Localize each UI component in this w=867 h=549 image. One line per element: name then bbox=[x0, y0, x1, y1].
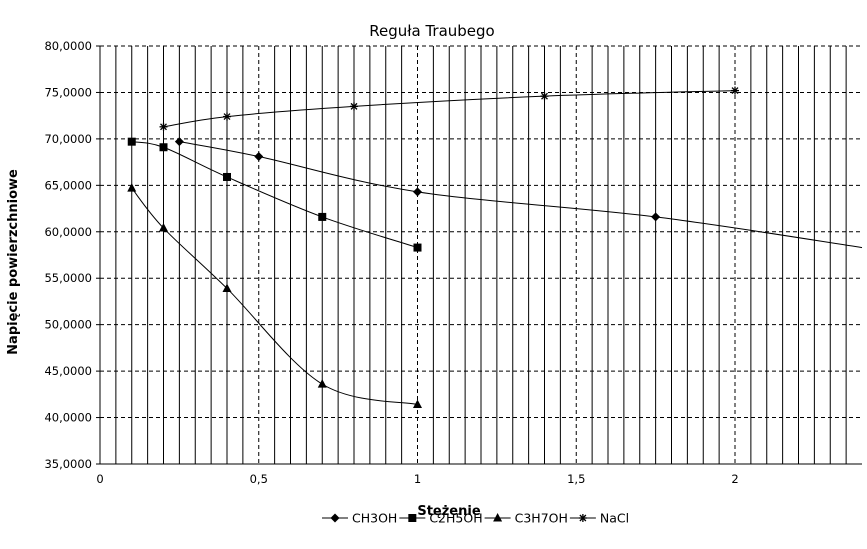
series-line-nacl bbox=[163, 90, 736, 128]
series-nacl bbox=[159, 86, 739, 131]
data-point-nacl bbox=[731, 86, 739, 95]
tick-labels: 35,0000 40,0000 45,0000 50,0000 55,0000 60,00… bbox=[44, 39, 738, 486]
x-tick-label: 1 bbox=[414, 472, 421, 486]
legend-label-c2h5oh: C2H5OH bbox=[429, 511, 482, 526]
legend-marker-ch3oh bbox=[330, 513, 340, 523]
data-point-nacl bbox=[350, 102, 358, 111]
y-tick-label: 75,0000 bbox=[44, 85, 92, 99]
legend: CH3OH C2H5OH C3H7OH NaCl bbox=[322, 511, 629, 526]
y-tick-label: 35,0000 bbox=[44, 457, 92, 471]
data-point-c2h5oh bbox=[159, 143, 168, 152]
data-point-c3h7oh bbox=[159, 223, 168, 232]
data-point-nacl bbox=[540, 92, 549, 101]
data-point-c3h7oh bbox=[413, 399, 422, 409]
legend-item-c3h7oh: C3H7OH bbox=[484, 511, 568, 526]
legend-item-c2h5oh: C2H5OH bbox=[399, 511, 483, 526]
y-tick-label: 60,0000 bbox=[44, 225, 92, 239]
data-point-c3h7oh bbox=[317, 379, 327, 388]
axes bbox=[99, 45, 862, 465]
series-line-c2h5oh bbox=[131, 141, 418, 249]
legend-marker-c2h5oh bbox=[408, 514, 417, 522]
y-tick-label: 40,0000 bbox=[44, 411, 92, 425]
data-point-c3h7oh bbox=[222, 283, 232, 292]
data-point-nacl bbox=[223, 112, 231, 121]
series-ch3oh bbox=[174, 137, 863, 249]
data-point-c2h5oh bbox=[223, 172, 231, 181]
chart-title: Reguła Traubego bbox=[369, 22, 495, 40]
legend-marker-c3h7oh bbox=[493, 513, 503, 522]
data-point-ch3oh bbox=[413, 187, 422, 197]
legend-label-nacl: NaCl bbox=[600, 511, 629, 526]
x-tick-label: 0 bbox=[96, 472, 103, 486]
y-tick-label: 50,0000 bbox=[44, 318, 92, 332]
series-layer bbox=[127, 86, 863, 409]
grid-lines bbox=[100, 46, 862, 464]
y-tick-label: 80,0000 bbox=[44, 39, 92, 53]
legend-label-c3h7oh: C3H7OH bbox=[515, 511, 568, 526]
series-c3h7oh bbox=[127, 183, 422, 409]
data-point-ch3oh bbox=[254, 152, 264, 162]
x-tick-label: 0,5 bbox=[250, 472, 268, 486]
series-line-c3h7oh bbox=[131, 187, 418, 406]
data-point-ch3oh bbox=[174, 137, 184, 147]
y-axis-title: Napięcie powierzchniowe bbox=[6, 169, 21, 355]
x-tick-label: 2 bbox=[731, 472, 738, 486]
x-tick-label: 1,5 bbox=[567, 472, 585, 486]
data-point-c2h5oh bbox=[318, 212, 327, 221]
legend-label-ch3oh: CH3OH bbox=[352, 511, 397, 526]
y-tick-label: 55,0000 bbox=[44, 271, 92, 285]
data-point-ch3oh bbox=[651, 212, 661, 222]
y-tick-label: 45,0000 bbox=[44, 364, 92, 378]
legend-item-nacl: NaCl bbox=[569, 511, 629, 526]
data-point-nacl bbox=[159, 122, 168, 131]
y-tick-label: 70,0000 bbox=[44, 132, 92, 146]
legend-marker-nacl bbox=[578, 514, 587, 522]
series-c2h5oh bbox=[127, 137, 422, 252]
x-axis-title: Stężenie bbox=[417, 504, 480, 519]
data-point-c3h7oh bbox=[127, 183, 137, 192]
data-point-c2h5oh bbox=[413, 243, 422, 252]
legend-item-ch3oh: CH3OH bbox=[322, 511, 397, 526]
y-tick-label: 65,0000 bbox=[44, 178, 92, 192]
data-point-c2h5oh bbox=[127, 137, 136, 146]
